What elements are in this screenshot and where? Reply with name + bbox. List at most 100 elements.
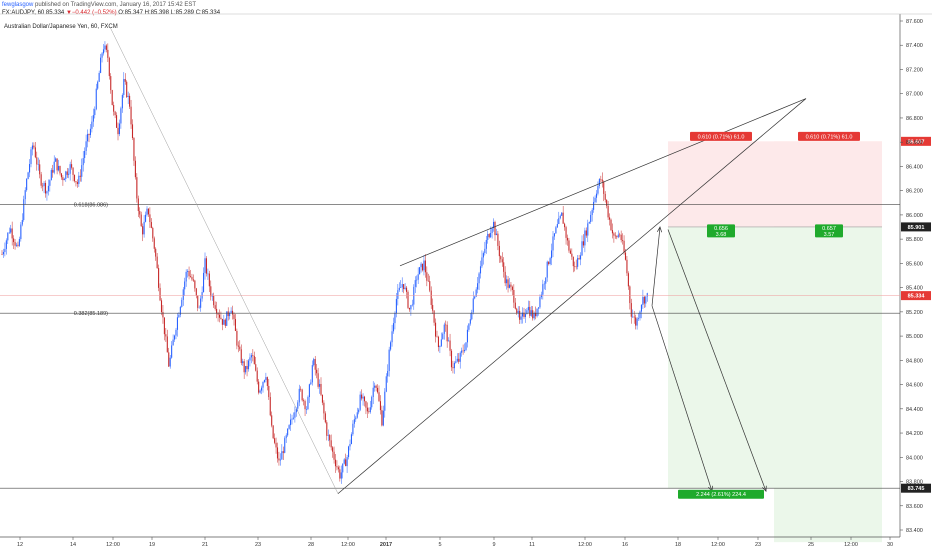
candle-up (69, 164, 71, 174)
candle-up (555, 227, 557, 234)
candle-up (242, 361, 244, 364)
trendline[interactable] (667, 229, 767, 492)
candle-down (153, 238, 155, 249)
candle-down (150, 222, 152, 228)
candle-down (462, 350, 464, 352)
candle-down (435, 322, 437, 337)
candle-up (594, 197, 596, 202)
candle-down (498, 245, 500, 257)
candle-up (18, 239, 20, 246)
candle-up (82, 158, 84, 166)
candle-down (224, 319, 226, 326)
candle-up (305, 409, 308, 410)
candle-down (210, 286, 212, 297)
candle-up (97, 81, 99, 89)
y-tick-label: 84.400 (906, 407, 923, 413)
y-tick-label: 84.200 (906, 431, 923, 437)
target-label-box (678, 489, 764, 499)
candle-up (584, 230, 586, 246)
candle-up (448, 340, 450, 342)
y-tick-label: 84.800 (906, 358, 923, 364)
candle-down (611, 230, 613, 234)
candle-up (553, 233, 555, 237)
candle-up (392, 323, 395, 332)
candle-up (484, 248, 486, 254)
candle-up (526, 310, 528, 315)
candle-up (5, 240, 7, 249)
candle-up (371, 397, 373, 408)
candle-up (478, 273, 480, 284)
trendline[interactable] (399, 98, 807, 267)
ohlc-low: L:85.289 (170, 10, 195, 16)
candle-up (47, 185, 49, 192)
candle-up (543, 283, 545, 285)
candle-up (26, 179, 28, 191)
trendline[interactable] (109, 26, 339, 494)
candle-up (247, 360, 250, 370)
candle-up (307, 397, 309, 410)
trendline[interactable] (337, 98, 807, 494)
candle-up (495, 233, 497, 236)
candle-down (433, 310, 435, 323)
candle-up (327, 435, 329, 436)
candle-down (60, 173, 62, 178)
candle-up (176, 317, 178, 330)
candle-up (479, 266, 482, 274)
candle-down (1, 254, 3, 255)
candle-up (262, 381, 264, 388)
candle-down (607, 205, 609, 218)
candle-down (626, 259, 628, 274)
candle-up (287, 428, 289, 436)
candle-up (311, 365, 313, 383)
candle-up (53, 161, 55, 173)
candle-up (23, 199, 25, 221)
candle-down (513, 289, 515, 303)
stop-label-box (798, 131, 860, 141)
candle-down (488, 233, 490, 238)
candle-up (577, 258, 579, 267)
candle-up (8, 232, 10, 234)
candle-up (423, 260, 425, 271)
candle-down (571, 253, 573, 257)
candle-up (395, 298, 397, 314)
x-tick-label: 18 (675, 542, 681, 548)
candle-down (39, 164, 41, 175)
candle-down (205, 258, 207, 274)
price-label: 86.607 (908, 139, 925, 145)
candle-up (419, 267, 421, 275)
candle-up (482, 253, 484, 258)
candle-up (27, 172, 29, 180)
author-link[interactable]: fewglasgow (2, 2, 34, 8)
trendline[interactable] (651, 226, 661, 306)
candle-down (71, 164, 73, 168)
candle-up (414, 280, 416, 287)
candle-down (282, 451, 284, 453)
candle-up (284, 438, 286, 453)
candle-down (609, 217, 611, 220)
candle-up (539, 297, 541, 308)
candle-up (466, 329, 468, 343)
candle-up (78, 175, 80, 184)
candle-up (310, 382, 312, 385)
candle-down (237, 345, 239, 347)
candle-down (317, 373, 319, 387)
candle-up (204, 258, 206, 273)
trendline[interactable] (651, 305, 713, 492)
candle-up (645, 296, 647, 304)
publish-text: published on TradingView.com, January 16… (35, 2, 197, 8)
candle-down (566, 237, 569, 241)
candle-up (551, 250, 553, 259)
ohlc-open: O:85.347 (118, 10, 143, 16)
candle-down (194, 280, 196, 289)
candle-down (162, 312, 164, 318)
candle-up (63, 178, 65, 181)
candle-up (98, 72, 100, 82)
candle-down (574, 266, 576, 267)
candle-up (187, 271, 189, 272)
candle-down (406, 287, 408, 292)
candle-down (365, 401, 367, 408)
candle-down (363, 396, 366, 402)
candle-down (256, 370, 258, 382)
candle-down (147, 208, 149, 215)
